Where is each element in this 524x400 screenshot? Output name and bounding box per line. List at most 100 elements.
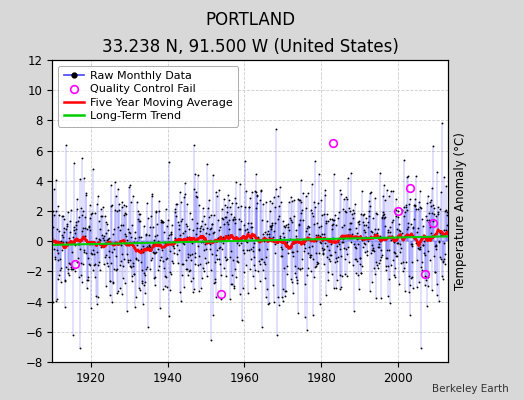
Point xyxy=(354,240,362,247)
Point xyxy=(408,241,417,248)
Point xyxy=(166,269,174,275)
Point xyxy=(437,232,445,238)
Point xyxy=(86,202,94,208)
Point xyxy=(135,234,144,240)
Point xyxy=(114,224,122,231)
Point xyxy=(242,238,250,244)
Point xyxy=(342,208,350,215)
Point xyxy=(157,218,166,225)
Point xyxy=(89,166,97,172)
Point xyxy=(284,224,292,230)
Point xyxy=(81,224,89,231)
Point xyxy=(263,218,271,224)
Point xyxy=(224,192,232,198)
Point xyxy=(108,249,116,255)
Point xyxy=(221,257,230,263)
Point xyxy=(187,236,195,242)
Point xyxy=(219,216,227,222)
Point xyxy=(172,242,181,248)
Point xyxy=(80,249,88,255)
Point xyxy=(128,222,137,228)
Point xyxy=(312,232,320,238)
Point xyxy=(372,259,380,265)
Point xyxy=(233,240,242,246)
Point xyxy=(316,239,324,246)
Point xyxy=(433,292,441,298)
Point xyxy=(310,274,319,280)
Point xyxy=(237,203,245,210)
Point xyxy=(85,223,93,230)
Point xyxy=(67,266,75,272)
Point xyxy=(406,196,414,202)
Point xyxy=(132,255,140,262)
Point xyxy=(294,196,302,202)
Point xyxy=(361,249,369,255)
Point xyxy=(399,236,407,242)
Point xyxy=(90,251,99,258)
Point xyxy=(280,224,289,230)
Point xyxy=(107,260,115,266)
Point xyxy=(78,212,86,218)
Point xyxy=(320,261,329,268)
Point xyxy=(86,305,95,312)
Point xyxy=(418,267,426,273)
Point xyxy=(358,237,366,243)
Point xyxy=(146,266,155,272)
Point xyxy=(349,214,357,221)
Point xyxy=(176,237,184,244)
Point xyxy=(409,225,417,231)
Point xyxy=(391,196,400,203)
Point xyxy=(436,230,444,236)
Point xyxy=(258,267,267,273)
Point xyxy=(154,238,162,244)
Point xyxy=(107,182,115,189)
Point xyxy=(290,212,298,219)
Point xyxy=(379,209,387,215)
Point xyxy=(371,270,379,277)
Point xyxy=(377,246,386,253)
Point xyxy=(125,184,134,190)
Point xyxy=(276,235,284,241)
Point xyxy=(199,265,208,272)
Point xyxy=(284,220,292,227)
Point xyxy=(361,241,369,248)
Point xyxy=(162,206,170,212)
Point xyxy=(103,236,111,243)
Point xyxy=(413,245,422,251)
Point xyxy=(143,244,151,250)
Point xyxy=(55,211,63,218)
Point xyxy=(178,216,186,222)
Point xyxy=(54,272,63,278)
Point xyxy=(241,158,249,164)
Point xyxy=(161,272,169,279)
Point xyxy=(419,222,427,229)
Point xyxy=(339,236,347,243)
Point xyxy=(146,224,154,230)
Point xyxy=(441,208,449,214)
Point xyxy=(139,243,147,249)
Point xyxy=(108,278,117,285)
Point xyxy=(298,256,307,263)
Point xyxy=(73,206,82,212)
Point xyxy=(372,295,380,301)
Point xyxy=(120,202,128,208)
Point xyxy=(216,261,225,268)
Point xyxy=(69,234,78,240)
Point xyxy=(139,249,147,255)
Point xyxy=(156,219,165,225)
Point xyxy=(51,177,60,184)
Point xyxy=(255,247,264,254)
Point xyxy=(425,219,434,225)
Point xyxy=(412,240,420,247)
Point xyxy=(123,237,132,244)
Point xyxy=(119,262,128,269)
Point xyxy=(271,126,280,132)
Point xyxy=(150,236,158,243)
Point xyxy=(172,212,180,219)
Point xyxy=(373,262,381,268)
Point xyxy=(146,244,154,250)
Point xyxy=(386,224,395,230)
Point xyxy=(336,285,344,292)
Point xyxy=(91,210,100,216)
Point xyxy=(331,259,339,265)
